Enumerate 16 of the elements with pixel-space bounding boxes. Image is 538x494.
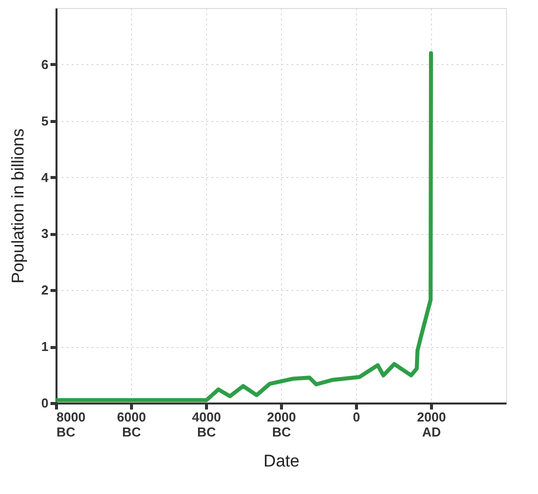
x-axis-title: Date [264,452,300,470]
x-tick-label: 2000 AD [417,410,446,440]
x-tick-label: 0 [352,410,360,424]
y-axis-title: Population in billions [8,128,28,284]
y-tick-label: 2 [41,282,48,298]
y-tick-label: 5 [41,113,48,128]
x-tick-label: 4000 BC [192,410,221,440]
y-tick-label: 6 [41,56,48,72]
x-tick-label: 8000 BC [56,410,86,440]
y-tick-label: 3 [41,226,48,242]
y-tick-label: 4 [41,170,50,185]
y-tick-label: 0 [41,396,48,410]
x-tick-label: 2000 BC [267,410,296,440]
line-series [56,51,433,402]
x-tick-label: 6000 BC [117,410,146,440]
y-tick-label: 1 [41,339,48,354]
